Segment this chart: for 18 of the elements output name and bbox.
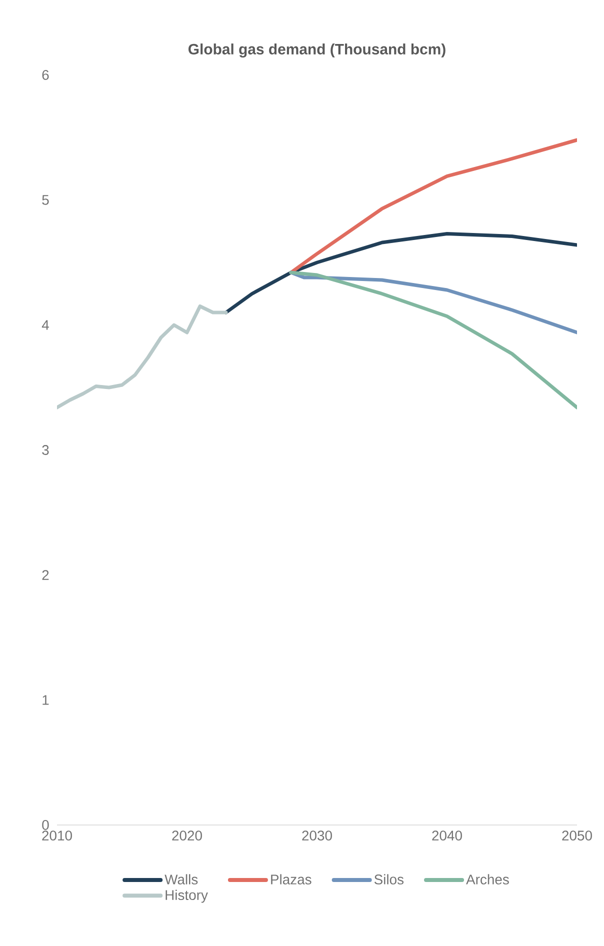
y-tick-label: 6 xyxy=(42,70,49,80)
legend-label: Walls xyxy=(164,874,198,884)
legend-label: Silos xyxy=(374,874,404,884)
y-tick-label: 5 xyxy=(42,195,49,205)
y-tick-label: 4 xyxy=(42,320,49,330)
x-tick-label: 2030 xyxy=(302,830,332,841)
y-tick-label: 2 xyxy=(42,570,49,580)
y-tick-label: 0 xyxy=(42,820,49,830)
x-tick-label: 2040 xyxy=(432,830,462,841)
chart-title: Global gas demand (Thousand bcm) xyxy=(188,44,446,58)
legend-label: Plazas xyxy=(271,874,312,884)
legend-label: History xyxy=(166,890,208,903)
x-tick-label: 2010 xyxy=(42,830,72,841)
x-tick-label: 2050 xyxy=(562,830,592,841)
y-tick-label: 1 xyxy=(42,695,49,705)
x-tick-label: 2020 xyxy=(172,830,202,841)
y-tick-label: 3 xyxy=(42,445,49,455)
legend-label: Arches xyxy=(466,874,509,884)
